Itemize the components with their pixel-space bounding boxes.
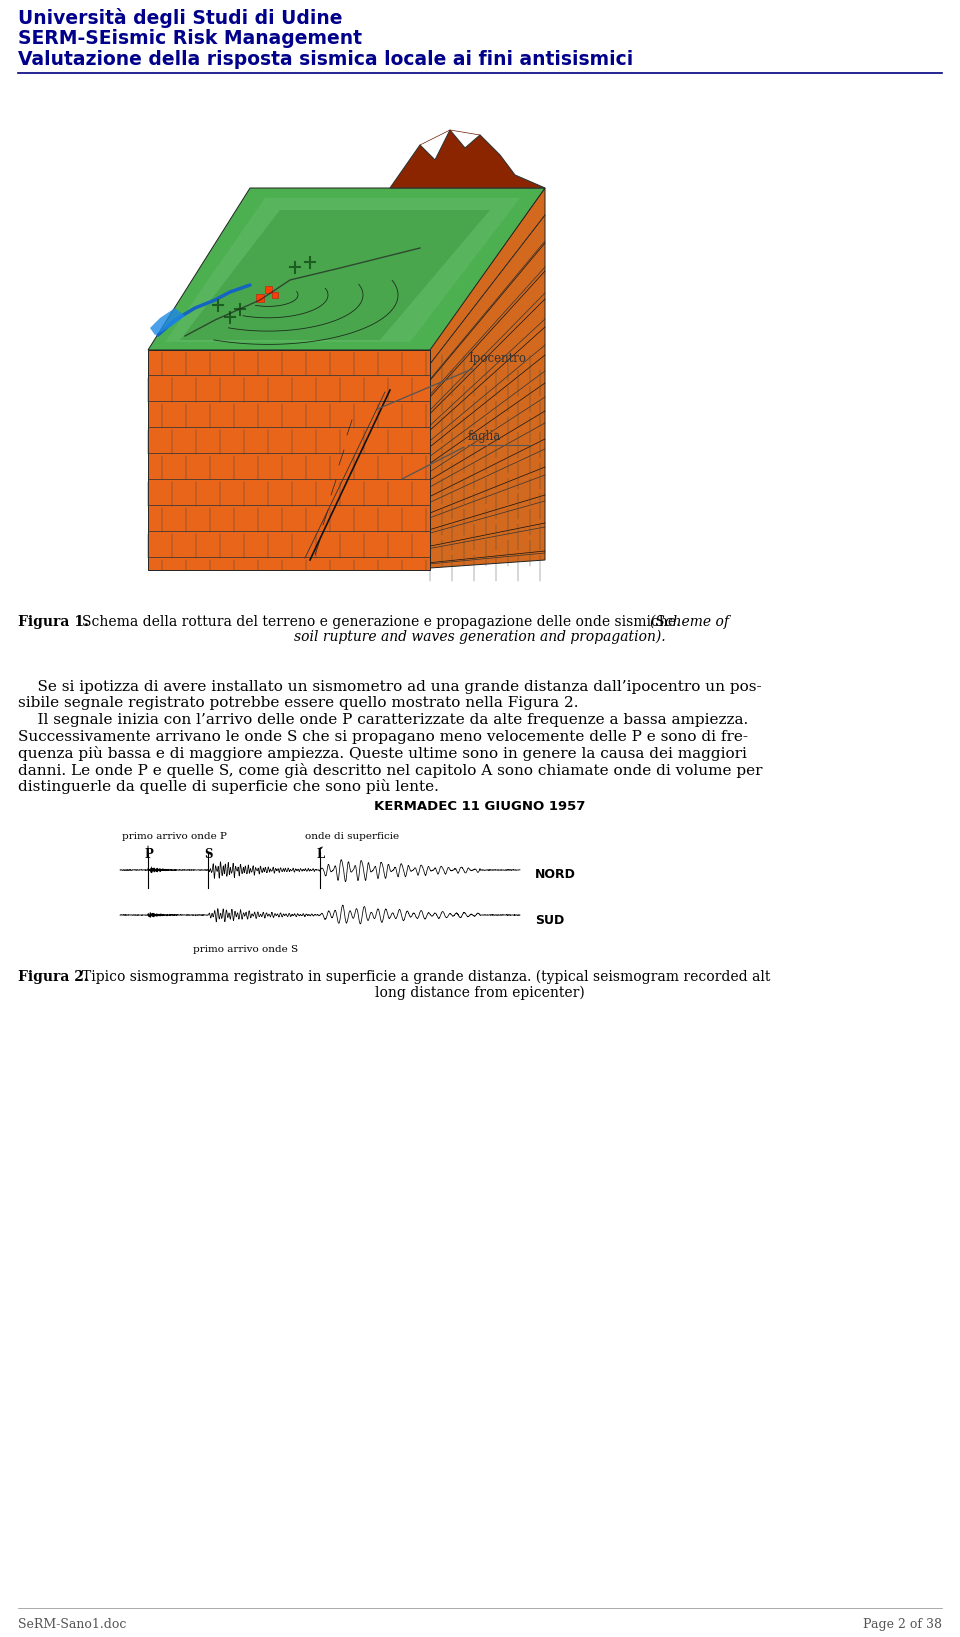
Text: (Scheme of: (Scheme of xyxy=(650,616,729,629)
Text: S: S xyxy=(204,848,212,861)
Text: distinguerle da quelle di superficie che sono più lente.: distinguerle da quelle di superficie che… xyxy=(18,779,439,794)
Text: NORD: NORD xyxy=(535,869,576,881)
Polygon shape xyxy=(148,188,545,350)
Text: long distance from epicenter): long distance from epicenter) xyxy=(375,985,585,1000)
Bar xyxy=(256,295,264,301)
Text: L: L xyxy=(316,848,324,861)
Polygon shape xyxy=(180,210,490,340)
Text: onde di superficie: onde di superficie xyxy=(305,832,399,841)
Text: sibile segnale registrato potrebbe essere quello mostrato nella Figura 2.: sibile segnale registrato potrebbe esser… xyxy=(18,696,579,710)
Polygon shape xyxy=(148,350,430,570)
Text: quenza più bassa e di maggiore ampiezza. Queste ultime sono in genere la causa d: quenza più bassa e di maggiore ampiezza.… xyxy=(18,746,747,761)
Text: primo arrivo onde P: primo arrivo onde P xyxy=(122,832,227,841)
Text: SeRM-Sano1.doc: SeRM-Sano1.doc xyxy=(18,1617,127,1630)
Bar xyxy=(272,291,278,298)
Text: Università degli Studi di Udine: Università degli Studi di Udine xyxy=(18,8,343,28)
Text: Figura 1.: Figura 1. xyxy=(18,616,89,629)
Text: primo arrivo onde S: primo arrivo onde S xyxy=(193,945,299,954)
Text: SUD: SUD xyxy=(535,913,564,927)
Polygon shape xyxy=(390,129,545,188)
Text: P: P xyxy=(144,848,153,861)
Text: faglia: faglia xyxy=(402,431,501,478)
Text: Page 2 of 38: Page 2 of 38 xyxy=(863,1617,942,1630)
Polygon shape xyxy=(430,188,545,568)
Text: Il segnale inizia con l’arrivo delle onde P caratterizzate da alte frequenze a b: Il segnale inizia con l’arrivo delle ond… xyxy=(18,714,748,727)
Text: soil rupture and waves generation and propagation).: soil rupture and waves generation and pr… xyxy=(294,630,666,645)
Text: Valutazione della risposta sismica locale ai fini antisismici: Valutazione della risposta sismica local… xyxy=(18,51,634,69)
Text: Se si ipotizza di avere installato un sismometro ad una grande distanza dall’ipo: Se si ipotizza di avere installato un si… xyxy=(18,679,761,694)
Text: Ipocentro: Ipocentro xyxy=(377,352,526,409)
Text: Figura 2.: Figura 2. xyxy=(18,971,88,984)
Text: Successivamente arrivano le onde S che si propagano meno velocemente delle P e s: Successivamente arrivano le onde S che s… xyxy=(18,730,748,743)
Text: KERMADEC 11 GIUGNO 1957: KERMADEC 11 GIUGNO 1957 xyxy=(374,800,586,814)
Bar xyxy=(265,286,272,293)
Text: Schema della rottura del terreno e generazione e propagazione delle onde sismich: Schema della rottura del terreno e gener… xyxy=(82,616,681,629)
Text: Tipico sismogramma registrato in superficie a grande distanza. (typical seismogr: Tipico sismogramma registrato in superfi… xyxy=(82,971,770,984)
Text: SERM-SEismic Risk Management: SERM-SEismic Risk Management xyxy=(18,29,362,47)
Text: danni. Le onde P e quelle S, come già descritto nel capitolo A sono chiamate ond: danni. Le onde P e quelle S, come già de… xyxy=(18,763,762,778)
Polygon shape xyxy=(165,198,520,342)
Polygon shape xyxy=(150,308,185,336)
